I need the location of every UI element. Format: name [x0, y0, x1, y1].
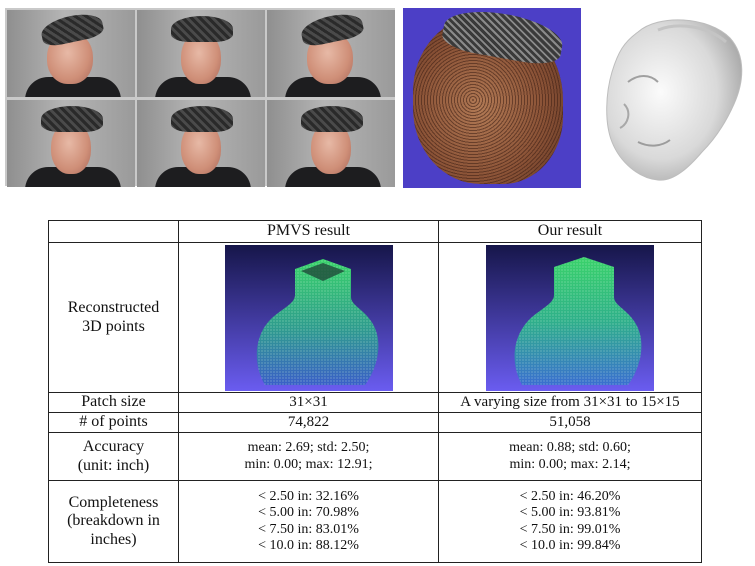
pmvs-completeness: < 2.50 in: 32.16% < 5.00 in: 70.98% < 7.… [178, 480, 439, 563]
pmvs-point-cloud-image [224, 244, 393, 391]
input-photo [7, 100, 135, 187]
row-label-accuracy: Accuracy (unit: inch) [48, 432, 179, 481]
input-photo [137, 100, 265, 187]
table-header-row: PMVS result Our result [48, 220, 702, 243]
row-label-num-points: # of points [48, 412, 179, 433]
row-label-reconstructed: Reconstructed 3D points [48, 242, 179, 393]
pmvs-num-points: 74,822 [178, 412, 439, 433]
face-mesh-render [606, 19, 743, 181]
input-photo [137, 10, 265, 97]
results-table: PMVS result Our result Reconstructed 3D … [48, 220, 702, 563]
pmvs-patch-size: 31×31 [178, 392, 439, 413]
table-row: Accuracy (unit: inch) mean: 2.69; std: 2… [48, 432, 702, 481]
table-row: Patch size 31×31 A varying size from 31×… [48, 392, 702, 413]
ours-completeness: < 2.50 in: 46.20% < 5.00 in: 93.81% < 7.… [438, 480, 702, 563]
header-ours: Our result [438, 220, 702, 243]
input-photo [267, 10, 395, 97]
input-photo [7, 10, 135, 97]
face-point-cloud-image [403, 8, 581, 188]
pmvs-reconstruction-cell [178, 242, 439, 393]
table-row: Reconstructed 3D points [48, 242, 702, 393]
header-empty-cell [48, 220, 179, 243]
ours-reconstruction-cell [438, 242, 702, 393]
row-label-completeness: Completeness (breakdown in inches) [48, 480, 179, 563]
ours-patch-size: A varying size from 31×31 to 15×15 [438, 392, 702, 413]
table-row: Completeness (breakdown in inches) < 2.5… [48, 480, 702, 563]
header-pmvs: PMVS result [178, 220, 439, 243]
input-photo-grid [5, 8, 395, 187]
row-label-patch-size: Patch size [48, 392, 179, 413]
ours-num-points: 51,058 [438, 412, 702, 433]
ours-point-cloud-image [486, 244, 654, 391]
input-photo [267, 100, 395, 187]
ours-accuracy: mean: 0.88; std: 0.60; min: 0.00; max: 2… [438, 432, 702, 481]
table-row: # of points 74,822 51,058 [48, 412, 702, 433]
pmvs-accuracy: mean: 2.69; std: 2.50; min: 0.00; max: 1… [178, 432, 439, 481]
